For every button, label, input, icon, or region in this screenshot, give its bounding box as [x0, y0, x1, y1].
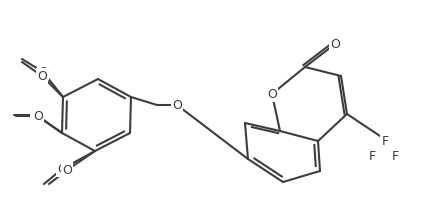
- Text: F: F: [368, 149, 376, 162]
- Text: O: O: [37, 69, 47, 82]
- Text: O: O: [62, 164, 72, 177]
- Text: F: F: [391, 149, 399, 162]
- Text: F: F: [382, 134, 388, 147]
- Text: O: O: [172, 99, 182, 112]
- Text: O: O: [330, 37, 340, 50]
- Text: O: O: [57, 162, 67, 175]
- Text: O: O: [267, 88, 277, 101]
- Text: O: O: [31, 108, 41, 121]
- Text: O: O: [33, 110, 43, 123]
- Text: O: O: [38, 65, 48, 78]
